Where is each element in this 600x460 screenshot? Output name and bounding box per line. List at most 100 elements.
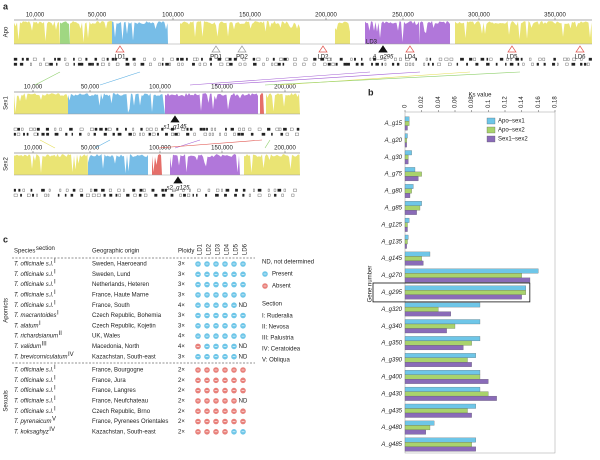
marker [507,45,517,53]
track-tick-label: 10,000 [26,13,45,19]
species: T. brevicorniculatum [14,354,67,360]
gene [73,62,75,66]
gene [133,132,136,136]
gene [123,188,125,192]
gene [383,57,387,61]
gene [242,193,245,197]
gene [138,193,142,197]
gene [41,132,45,136]
track-name: Sex2 [4,157,10,171]
section-superscript: I [54,396,56,402]
gene [205,193,208,197]
track-tick-label: 200,000 [274,146,296,152]
gene [293,188,297,192]
gene [489,57,493,61]
legend-swatch [486,135,496,143]
gene [186,127,189,131]
gene [161,127,164,131]
gene [125,57,129,61]
bar [404,133,408,139]
gene [233,132,236,136]
gene [153,57,156,61]
gene [72,188,76,192]
gene [92,62,94,66]
gene [18,188,21,192]
gene [261,132,266,136]
gene [107,127,112,131]
gene [219,62,224,66]
gene [193,132,196,136]
bar [404,395,497,401]
track-tick-label: 10,000 [24,146,43,152]
gene [36,127,40,131]
gene [161,188,164,192]
gene [229,62,233,66]
bar [404,446,476,452]
legend-section-title: Section [262,302,282,308]
gene [408,62,412,66]
bar [404,345,464,351]
gene [480,57,485,61]
gene [225,127,227,131]
gene [242,57,246,61]
synteny-block [165,93,258,114]
gene [59,188,62,192]
ploidy: 2× [178,388,185,394]
legend-label: Apo–sex1 [498,119,525,125]
gene [88,62,92,66]
gene [381,62,383,66]
gene [170,193,174,197]
marker-label: LD5 [506,55,518,61]
gene [355,62,359,66]
gene [36,193,38,197]
gene [257,127,262,131]
marker [575,45,585,53]
gene [207,188,211,192]
gene [302,62,306,66]
bar [404,226,408,232]
gene [154,127,158,131]
species: T. richardsianum [14,334,58,340]
gene [268,193,271,197]
bar [404,370,481,375]
y-tick-label: A_g75 [384,172,403,178]
column-header: LD3 [216,243,222,255]
section-superscript: I [54,269,56,275]
gene [43,57,45,61]
gene [225,188,230,192]
gene [221,188,223,192]
origin: Kazachstan, South-east [92,354,156,360]
gene [252,62,257,66]
synteny-block [244,154,300,175]
gene [437,62,441,66]
gene [65,132,68,136]
gene [140,62,145,66]
legend-swatch [486,126,496,134]
legend-section: IV: Ceratoidea [262,347,301,353]
gene [226,62,230,66]
gene [214,127,217,131]
legend-section: I: Ruderalia [262,314,293,320]
x-tick-label: 0 [403,104,409,108]
gene [179,193,182,197]
gene [233,57,237,61]
gene [161,62,164,66]
bar [404,374,481,380]
column-header: LD1 [198,243,204,255]
synteny-block [266,93,300,114]
gene [164,188,167,192]
gene [588,57,592,61]
section-superscript: I [54,375,56,381]
bar [404,176,419,182]
gene [132,188,136,192]
ploidy: 2× [178,429,185,435]
gene [253,188,255,192]
gene [139,188,143,192]
section-superscript: I [57,311,59,317]
column-header-superscript: section [36,246,55,252]
gene [165,62,169,66]
gene [81,62,84,66]
highlight-box [372,282,531,303]
synteny-link [157,139,263,149]
gene [112,132,115,136]
